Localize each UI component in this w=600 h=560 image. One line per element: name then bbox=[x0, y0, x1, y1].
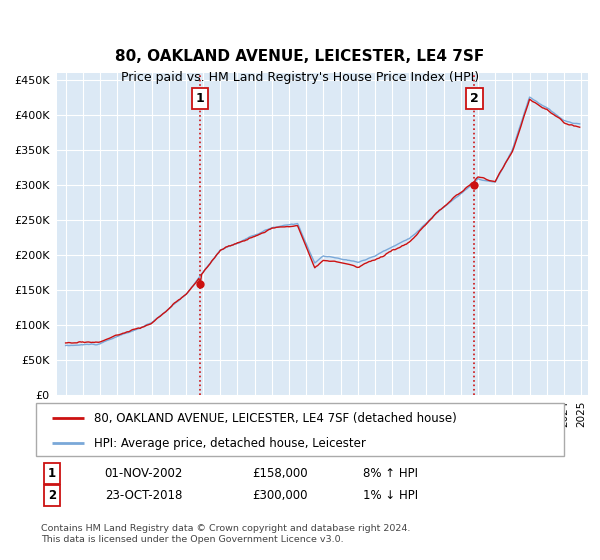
Text: HPI: Average price, detached house, Leicester: HPI: Average price, detached house, Leic… bbox=[94, 437, 366, 450]
Text: £158,000: £158,000 bbox=[253, 467, 308, 480]
Text: Price paid vs. HM Land Registry's House Price Index (HPI): Price paid vs. HM Land Registry's House … bbox=[121, 71, 479, 84]
Text: 80, OAKLAND AVENUE, LEICESTER, LE4 7SF (detached house): 80, OAKLAND AVENUE, LEICESTER, LE4 7SF (… bbox=[94, 412, 457, 424]
Text: 2: 2 bbox=[48, 489, 56, 502]
Text: 1: 1 bbox=[48, 467, 56, 480]
Text: 23-OCT-2018: 23-OCT-2018 bbox=[104, 489, 182, 502]
FancyBboxPatch shape bbox=[36, 403, 564, 456]
Text: 80, OAKLAND AVENUE, LEICESTER, LE4 7SF: 80, OAKLAND AVENUE, LEICESTER, LE4 7SF bbox=[115, 49, 485, 64]
Text: 1: 1 bbox=[196, 92, 205, 105]
Text: 01-NOV-2002: 01-NOV-2002 bbox=[104, 467, 183, 480]
Text: 8% ↑ HPI: 8% ↑ HPI bbox=[364, 467, 418, 480]
Text: £300,000: £300,000 bbox=[253, 489, 308, 502]
Text: 1% ↓ HPI: 1% ↓ HPI bbox=[364, 489, 418, 502]
Text: Contains HM Land Registry data © Crown copyright and database right 2024.
This d: Contains HM Land Registry data © Crown c… bbox=[41, 524, 410, 544]
Text: 2: 2 bbox=[470, 92, 479, 105]
